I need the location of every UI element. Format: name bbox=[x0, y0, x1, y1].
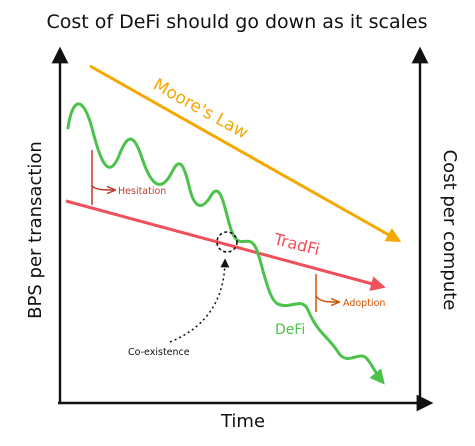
tradfi-label: TradFi bbox=[271, 229, 322, 259]
coexistence-label: Co-existence bbox=[128, 347, 190, 358]
x-axis-label: Time bbox=[220, 411, 265, 432]
defi-label: DeFi bbox=[275, 322, 305, 338]
y-left-axis-label: BPS per transaction bbox=[25, 141, 46, 319]
moores-law-line bbox=[89, 64, 402, 242]
adoption-label: Adoption bbox=[343, 298, 385, 309]
adoption-arrow bbox=[315, 295, 338, 302]
diagram-title: Cost of DeFi should go down as it scales bbox=[46, 11, 427, 33]
tradfi-line bbox=[65, 199, 386, 291]
coexistence-arrow bbox=[169, 258, 230, 343]
y-right-axis-label: Cost per compute bbox=[439, 150, 460, 311]
hesitation-label: Hesitation bbox=[118, 186, 166, 197]
hesitation-arrow bbox=[91, 185, 114, 190]
defi-line bbox=[66, 102, 385, 385]
coexistence-circle bbox=[216, 231, 238, 253]
